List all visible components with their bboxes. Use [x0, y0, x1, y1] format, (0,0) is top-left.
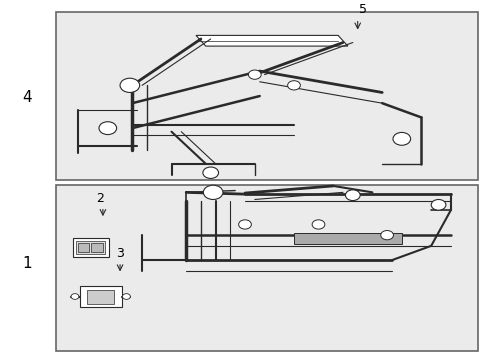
Bar	[56, 185, 478, 351]
Text: 1: 1	[22, 256, 32, 271]
Text: 4: 4	[22, 90, 32, 105]
Text: 3: 3	[116, 247, 124, 260]
Circle shape	[248, 70, 261, 79]
Bar	[91, 243, 103, 252]
Circle shape	[99, 122, 117, 135]
Bar	[78, 243, 89, 252]
Circle shape	[239, 220, 251, 229]
Bar	[56, 12, 478, 180]
Polygon shape	[196, 35, 348, 46]
Circle shape	[288, 81, 300, 90]
Circle shape	[203, 185, 223, 199]
Circle shape	[345, 190, 360, 201]
Polygon shape	[294, 233, 402, 244]
Bar	[76, 241, 105, 254]
Bar	[80, 286, 122, 307]
Circle shape	[120, 78, 140, 93]
Text: 2: 2	[97, 192, 104, 205]
Circle shape	[203, 167, 219, 179]
Bar	[73, 238, 109, 257]
Circle shape	[381, 230, 393, 240]
Bar	[87, 290, 114, 303]
Circle shape	[312, 220, 325, 229]
Circle shape	[71, 294, 79, 300]
Circle shape	[431, 199, 446, 210]
Circle shape	[393, 132, 411, 145]
Text: 5: 5	[359, 3, 367, 16]
Circle shape	[122, 294, 130, 300]
